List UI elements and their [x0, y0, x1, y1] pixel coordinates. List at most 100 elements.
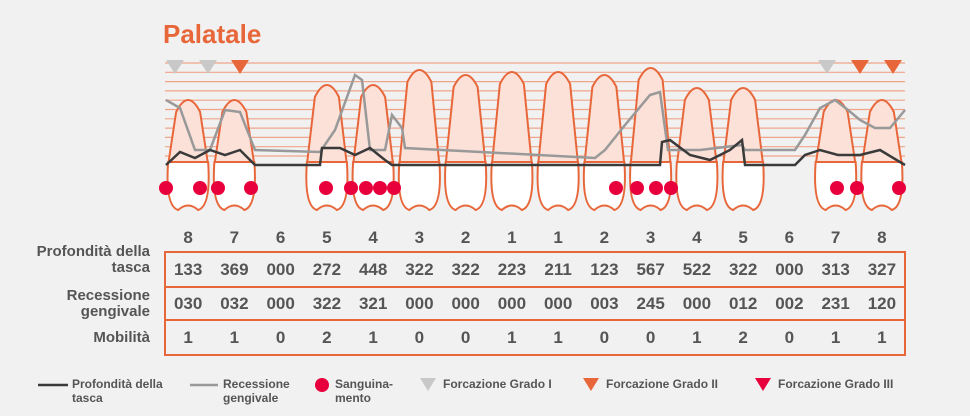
- cell-value: 1: [830, 327, 841, 347]
- recession-line: [165, 73, 906, 160]
- cell-value: 313: [821, 259, 850, 279]
- tooth-number: 6: [785, 228, 794, 247]
- cell-value: 0: [460, 327, 471, 347]
- legend-label: Sanguina- mento: [335, 377, 394, 405]
- tooth-crown: [444, 161, 488, 212]
- tooth-number: 5: [322, 228, 331, 247]
- cell-value: 322: [728, 259, 758, 279]
- tooth-root: [213, 99, 256, 166]
- bleeding-dot: [211, 181, 225, 195]
- legend-swatch: [420, 378, 436, 391]
- cell-value: 322: [405, 259, 434, 279]
- tooth-number: 5: [738, 228, 747, 247]
- legend-swatch: [755, 378, 771, 391]
- tooth-crown: [490, 161, 534, 212]
- cell-value: 1: [692, 327, 702, 347]
- cell-value: 000: [266, 259, 295, 279]
- tooth-root: [860, 99, 904, 166]
- legend-swatch: [315, 378, 329, 392]
- cell-value: 2: [738, 327, 748, 347]
- cell-value: 0: [275, 327, 286, 347]
- bleeding-points: [159, 181, 906, 195]
- cell-value: 123: [590, 259, 619, 279]
- cell-value: 1: [229, 327, 240, 347]
- tooth-number: 2: [600, 228, 609, 247]
- cell-value: 223: [497, 259, 527, 279]
- bleeding-dot: [830, 181, 844, 195]
- furcation-grade-1: [199, 60, 217, 74]
- bleeding-dot: [609, 181, 623, 195]
- furcation-marks: [166, 60, 902, 74]
- tooth-number: 1: [553, 228, 562, 247]
- tooth-root: [352, 84, 395, 166]
- cell-value: 1: [507, 327, 517, 347]
- bleeding-dot: [387, 181, 401, 195]
- tooth-number: 2: [461, 228, 470, 247]
- cell-value: 0: [599, 327, 610, 347]
- bleeding-dot: [159, 181, 173, 195]
- tooth-root: [305, 84, 348, 166]
- cell-value: 030: [173, 293, 203, 313]
- row-label: Profondità della tasca: [36, 242, 150, 276]
- cell-value: 245: [636, 293, 665, 313]
- tooth-crown: [397, 161, 441, 212]
- bleeding-dot: [664, 181, 678, 195]
- pocket-depth-line: [165, 137, 906, 167]
- cell-value: 000: [497, 293, 527, 313]
- cell-value: 322: [451, 259, 480, 279]
- tooth-crown: [536, 161, 580, 212]
- tooth-crown: [166, 161, 210, 212]
- bleeding-dot: [193, 181, 207, 195]
- tooth-root: [537, 71, 580, 166]
- title: Palatale: [163, 19, 261, 49]
- cell-value: 327: [867, 259, 897, 279]
- tooth-number: 3: [646, 228, 655, 247]
- tooth-crown: [721, 161, 765, 212]
- cell-value: 012: [728, 293, 758, 313]
- tooth-number: 4: [692, 228, 702, 247]
- tooth-number: 8: [877, 228, 886, 247]
- cell-value: 133: [173, 259, 203, 279]
- tooth-root: [398, 69, 441, 166]
- cell-value: 522: [682, 259, 712, 279]
- teeth: [166, 67, 904, 212]
- bleeding-dot: [892, 181, 906, 195]
- cell-value: 0: [414, 327, 425, 347]
- cell-value: 369: [220, 259, 249, 279]
- tooth-number: 7: [831, 228, 840, 247]
- cell-value: 1: [368, 327, 378, 347]
- cell-value: 032: [220, 293, 249, 313]
- furcation-grade-1: [166, 60, 184, 74]
- legend-label: Forcazione Grado III: [778, 377, 894, 391]
- cell-value: 003: [590, 293, 619, 313]
- tooth-root: [675, 87, 719, 166]
- cell-value: 448: [358, 259, 388, 279]
- furcation-grade-2: [231, 60, 249, 74]
- bleeding-dot: [649, 181, 663, 195]
- row-label: Recessione gengivale: [66, 286, 150, 320]
- cell-value: 1: [553, 327, 563, 347]
- tooth-root: [583, 74, 626, 166]
- bleeding-dot: [359, 181, 373, 195]
- cell-value: 0: [645, 327, 656, 347]
- guide-lines: [165, 62, 905, 157]
- cell-value: 321: [358, 293, 388, 313]
- tooth-number: 4: [368, 228, 378, 247]
- bleeding-dot: [244, 181, 258, 195]
- tooth-number: 8: [183, 228, 192, 247]
- cell-value: 211: [544, 259, 572, 279]
- tooth-root: [490, 71, 533, 166]
- cell-value: 000: [451, 293, 480, 313]
- cell-value: 000: [682, 293, 712, 313]
- cell-value: 567: [636, 259, 665, 279]
- furcation-grade-1: [818, 60, 836, 74]
- row-label: Mobilità: [93, 328, 150, 346]
- tooth-number: 1: [507, 228, 516, 247]
- furcation-grade-2: [851, 60, 869, 74]
- legend-label: Forcazione Grado II: [606, 377, 719, 391]
- cell-value: 322: [312, 293, 342, 313]
- bleeding-dot: [344, 181, 358, 195]
- cell-value: 1: [877, 327, 887, 347]
